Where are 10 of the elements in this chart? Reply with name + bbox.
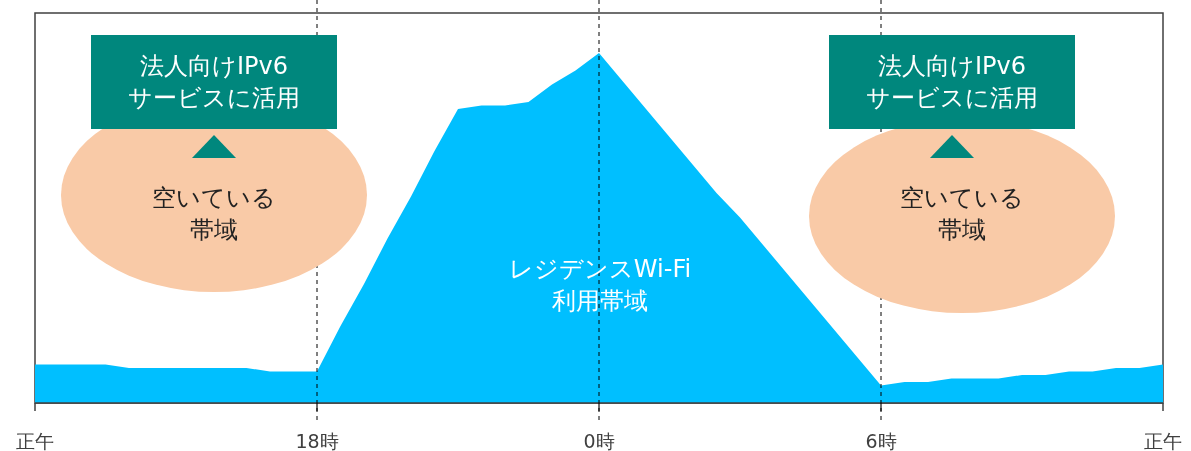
x-tick-label: 0時 — [583, 430, 615, 451]
annotation: レジデンスWi-Fi利用帯域 — [508, 255, 692, 315]
annotation: 法人向けIPv6サービスに活用 — [866, 52, 1038, 112]
annotation: 空いている帯域 — [900, 184, 1024, 244]
x-tick-label: 正午 — [1144, 430, 1182, 451]
annotation: 法人向けIPv6サービスに活用 — [128, 52, 300, 112]
x-tick-label: 正午 — [16, 430, 54, 451]
x-tick-label: 18時 — [295, 430, 339, 451]
x-tick-label: 6時 — [865, 430, 897, 451]
annotation: 空いている帯域 — [152, 184, 276, 244]
